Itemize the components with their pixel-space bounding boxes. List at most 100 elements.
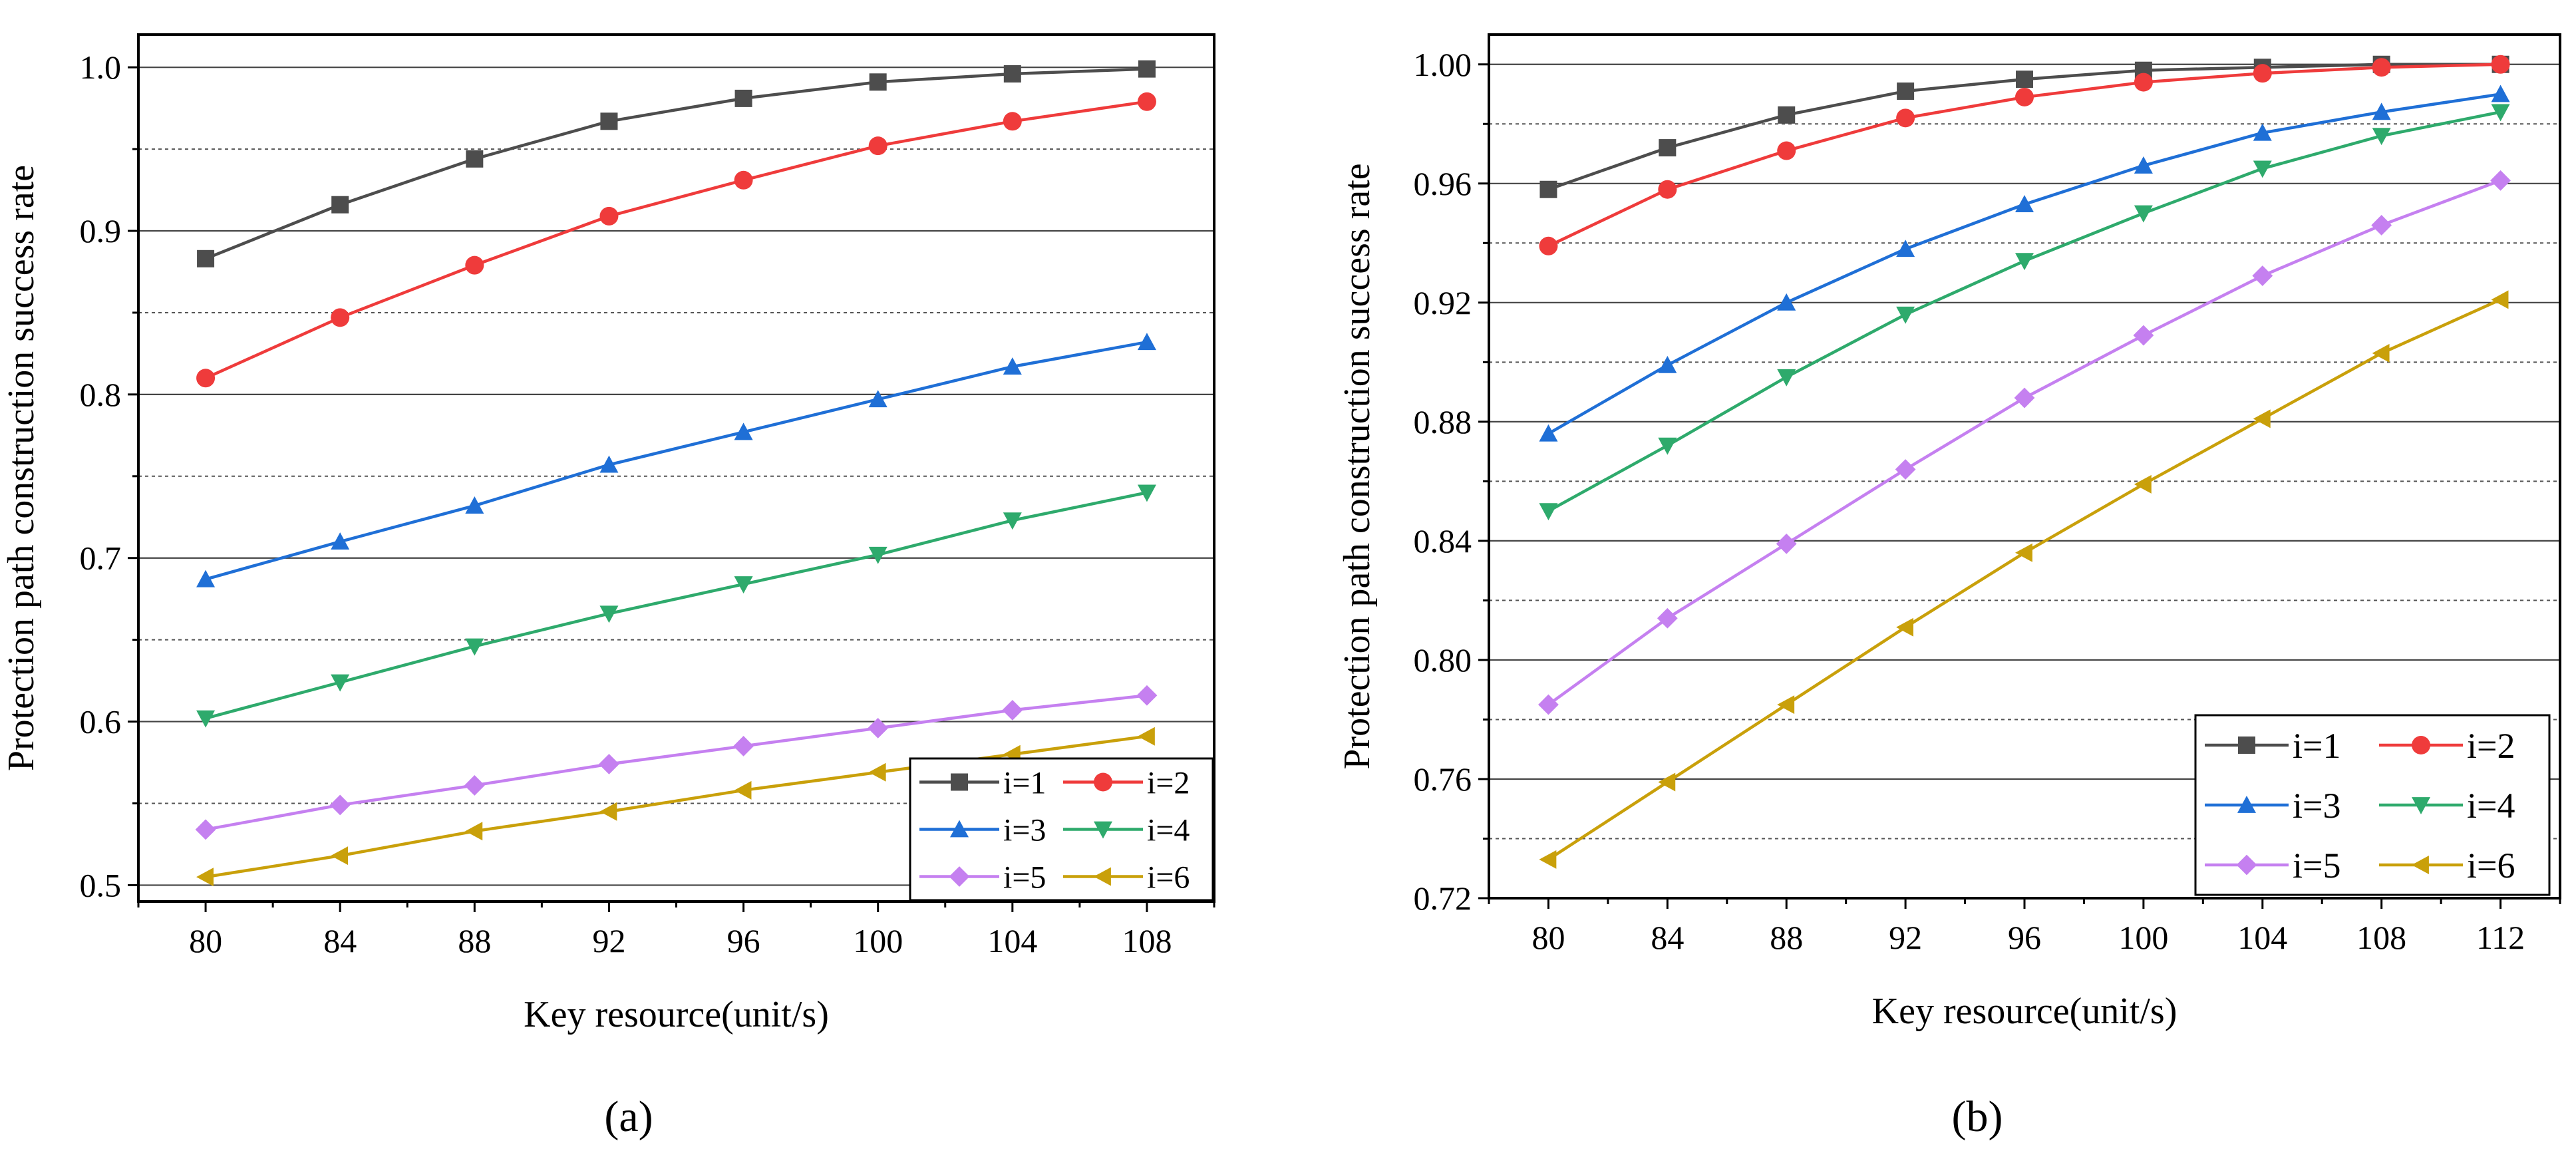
x-tick-label-a-5: 100: [853, 922, 903, 959]
series-line-a-i=2: [205, 100, 1148, 380]
data-point-a-i=4-80: [196, 710, 216, 728]
x-tick-label-a-6: 104: [987, 922, 1037, 959]
data-point-b-i=2-88: [1777, 141, 1796, 160]
y-axis-title-a: Protection path construction success rat…: [1, 165, 42, 771]
data-point-b-i=4-100: [2134, 205, 2153, 223]
data-point-b-i=4-92: [1896, 306, 1915, 324]
data-point-b-i=6-104: [2253, 409, 2271, 428]
legend-label-a-i=2: i=2: [1147, 765, 1190, 800]
legend-label-b-i=1: i=1: [2293, 726, 2340, 766]
data-point-a-i=6-80: [196, 868, 214, 887]
data-point-b-i=1-84: [1659, 139, 1677, 157]
y-tick-label-b-0: 0.72: [1414, 880, 1472, 917]
data-point-b-i=4-96: [2015, 253, 2034, 271]
legend-label-a-i=1: i=1: [1003, 765, 1046, 800]
panel-label-b: (b): [1952, 1092, 2003, 1141]
chart-panel-b: 0.72 0.76 0.80 0.84 0.88 0.92 0.96 1.00 80 84 88 92…: [1337, 33, 2561, 1032]
data-point-b-i=2-84: [1658, 180, 1677, 199]
legend-marker-a-i=6: [1094, 867, 1111, 886]
data-point-b-i=6-100: [2134, 474, 2152, 494]
data-point-b-i=2-112: [2491, 55, 2510, 74]
data-point-a-i=4-88: [465, 638, 484, 656]
legend-item-a-i=5: i=5: [919, 860, 1046, 895]
y-tick-label-b-6: 0.96: [1414, 165, 1472, 202]
data-point-b-i=3-96: [2015, 195, 2034, 213]
legend-marker-b-i=2: [2412, 736, 2430, 754]
data-point-b-i=3-112: [2491, 84, 2510, 102]
legend-item-a-i=1: i=1: [919, 765, 1046, 800]
legend-label-b-i=6: i=6: [2467, 846, 2515, 886]
data-point-a-i=1-96: [734, 89, 752, 107]
data-point-b-i=5-84: [1657, 607, 1678, 629]
series-b-i=1: [1539, 55, 2509, 198]
legend-item-b-i=4: i=4: [2379, 786, 2515, 826]
y-axis-title-b: Protection path construction success rat…: [1337, 163, 1378, 769]
data-point-a-i=5-80: [195, 819, 216, 840]
data-point-a-i=1-108: [1138, 60, 1156, 78]
x-tick-label-b-3: 92: [1889, 919, 1922, 956]
legend-marker-b-i=1: [2238, 737, 2255, 754]
data-point-b-i=1-88: [1778, 106, 1796, 124]
legend-marker-b-i=6: [2412, 856, 2429, 874]
data-point-a-i=2-88: [465, 255, 484, 275]
series-line-a-i=1: [205, 67, 1148, 260]
legend-item-a-i=2: i=2: [1063, 765, 1190, 800]
data-point-b-i=1-80: [1539, 180, 1557, 198]
series-a-i=2: [196, 92, 1156, 388]
data-point-a-i=5-84: [329, 794, 351, 816]
data-point-a-i=1-100: [869, 73, 887, 91]
data-point-a-i=2-96: [734, 170, 753, 190]
y-tick-label-b-7: 1.00: [1414, 46, 1472, 83]
data-point-b-i=2-104: [2253, 64, 2272, 83]
data-point-b-i=6-92: [1896, 617, 1914, 637]
data-point-a-i=1-84: [331, 196, 349, 214]
x-tick-label-b-7: 108: [2356, 919, 2406, 956]
legend-item-b-i=2: i=2: [2379, 726, 2515, 766]
data-point-a-i=3-84: [331, 532, 350, 550]
legend-marker-a-i=5: [949, 866, 970, 887]
data-point-b-i=3-80: [1539, 424, 1558, 442]
series-a-i=6: [196, 727, 1155, 887]
x-tick-label-b-2: 88: [1770, 919, 1803, 956]
data-point-a-i=5-92: [599, 754, 619, 774]
data-point-a-i=2-84: [331, 308, 350, 327]
data-point-b-i=5-104: [2252, 265, 2273, 286]
legend-item-b-i=6: i=6: [2379, 846, 2515, 886]
data-point-a-i=6-108: [1137, 727, 1155, 746]
series-b-i=3: [1539, 84, 2510, 442]
data-point-a-i=6-84: [331, 846, 349, 866]
data-point-b-i=3-88: [1777, 293, 1796, 311]
data-point-b-i=2-100: [2134, 73, 2153, 92]
data-point-a-i=3-96: [734, 422, 753, 440]
y-tick-label-a-2: 0.7: [80, 540, 122, 577]
data-point-b-i=4-108: [2372, 128, 2391, 146]
series-line-a-i=5: [205, 693, 1148, 832]
series-a-i=1: [197, 60, 1156, 267]
x-tick-label-a-2: 88: [458, 922, 491, 959]
data-point-b-i=5-108: [2371, 215, 2392, 236]
legend-marker-a-i=4: [1094, 821, 1112, 839]
data-point-a-i=4-104: [1003, 512, 1022, 530]
data-point-b-i=4-84: [1658, 437, 1677, 455]
legend-label-b-i=5: i=5: [2293, 846, 2340, 886]
data-point-b-i=3-100: [2134, 156, 2153, 174]
y-tick-label-b-3: 0.84: [1414, 522, 1472, 560]
data-point-a-i=4-92: [599, 605, 619, 623]
x-tick-label-b-0: 80: [1531, 919, 1565, 956]
data-point-a-i=3-80: [196, 570, 216, 587]
chart-panel-a: 0.5 0.6 0.7 0.8 0.9 1.0 80 84 88 92 96 100 104 108 Key…: [1, 33, 1215, 1035]
series-b-i=5: [1538, 170, 2511, 715]
legend-label-b-i=3: i=3: [2293, 786, 2340, 826]
data-point-a-i=3-108: [1137, 333, 1156, 351]
x-tick-label-a-7: 108: [1122, 922, 1172, 959]
data-point-a-i=5-100: [868, 718, 889, 739]
x-tick-label-a-0: 80: [189, 922, 222, 959]
legend-item-a-i=6: i=6: [1063, 860, 1190, 895]
y-tick-label-a-3: 0.8: [80, 376, 122, 413]
data-point-a-i=2-92: [599, 206, 619, 226]
data-point-b-i=4-80: [1539, 503, 1558, 521]
legend-item-a-i=3: i=3: [919, 812, 1046, 848]
data-point-a-i=2-80: [196, 369, 216, 388]
legend-label-a-i=3: i=3: [1003, 812, 1046, 848]
